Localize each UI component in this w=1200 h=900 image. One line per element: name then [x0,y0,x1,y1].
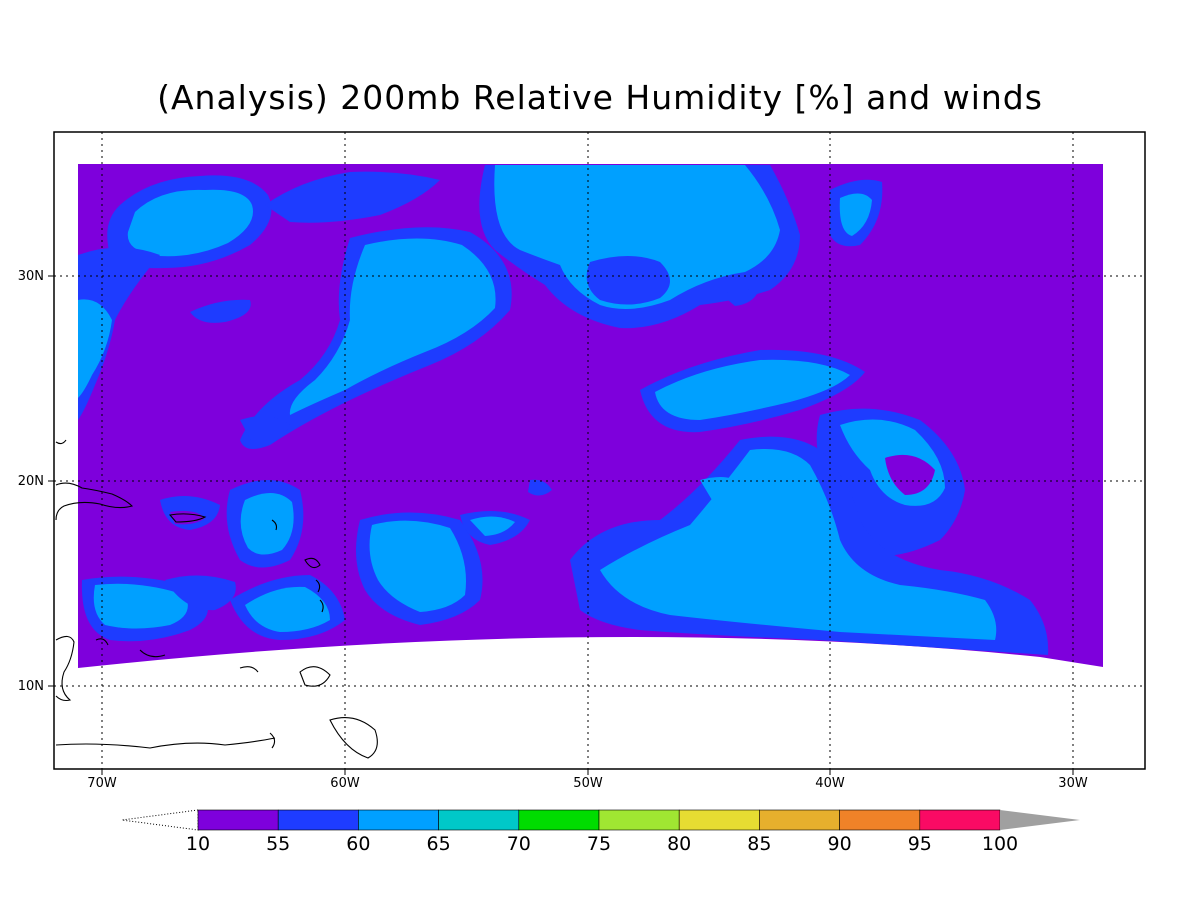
lon-label-40w: 40W [815,776,845,791]
lon-label-30w: 30W [1058,776,1088,791]
colorbar-swatch [678,809,760,831]
colorbar-swatch [598,809,680,831]
lat-label-30n: 30N [18,269,44,284]
lon-label-70w: 70W [87,776,117,791]
colorbar: 10 55 60 65 70 75 80 85 90 95 100 [121,809,1080,855]
colorbar-swatch [518,809,600,831]
colorbar-label: 65 [427,833,451,855]
colorbar-label: 10 [186,833,210,855]
colorbar-swatch [197,809,279,831]
map-frame [53,131,1146,770]
colorbar-swatch [358,809,439,831]
colorbar-label: 55 [266,833,290,855]
colorbar-label: 100 [982,833,1018,855]
tick-marks [48,275,1074,775]
colorbar-label: 60 [346,833,370,855]
colorbar-label: 75 [587,833,611,855]
colorbar-left-arrow [121,809,199,831]
map-title: (Analysis) 200mb Relative Humidity [%] a… [157,78,1043,117]
colorbar-swatch [759,809,840,831]
lat-label-10n: 10N [18,679,44,694]
colorbar-label: 70 [507,833,531,855]
colorbar-label: 95 [908,833,932,855]
colorbar-label: 90 [828,833,852,855]
lon-label-60w: 60W [330,776,360,791]
colorbar-swatch [277,809,359,831]
colorbar-label: 85 [747,833,771,855]
colorbar-swatch [919,809,1001,831]
colorbar-right-arrow [1000,810,1080,830]
colorbar-label: 80 [667,833,691,855]
colorbar-swatch [839,809,921,831]
grid-lines [54,132,1145,769]
colorbar-swatch [438,809,520,831]
humidity-field [78,164,1103,668]
lat-label-20n: 20N [18,474,44,489]
lon-label-50w: 50W [573,776,603,791]
coastlines [55,439,378,759]
